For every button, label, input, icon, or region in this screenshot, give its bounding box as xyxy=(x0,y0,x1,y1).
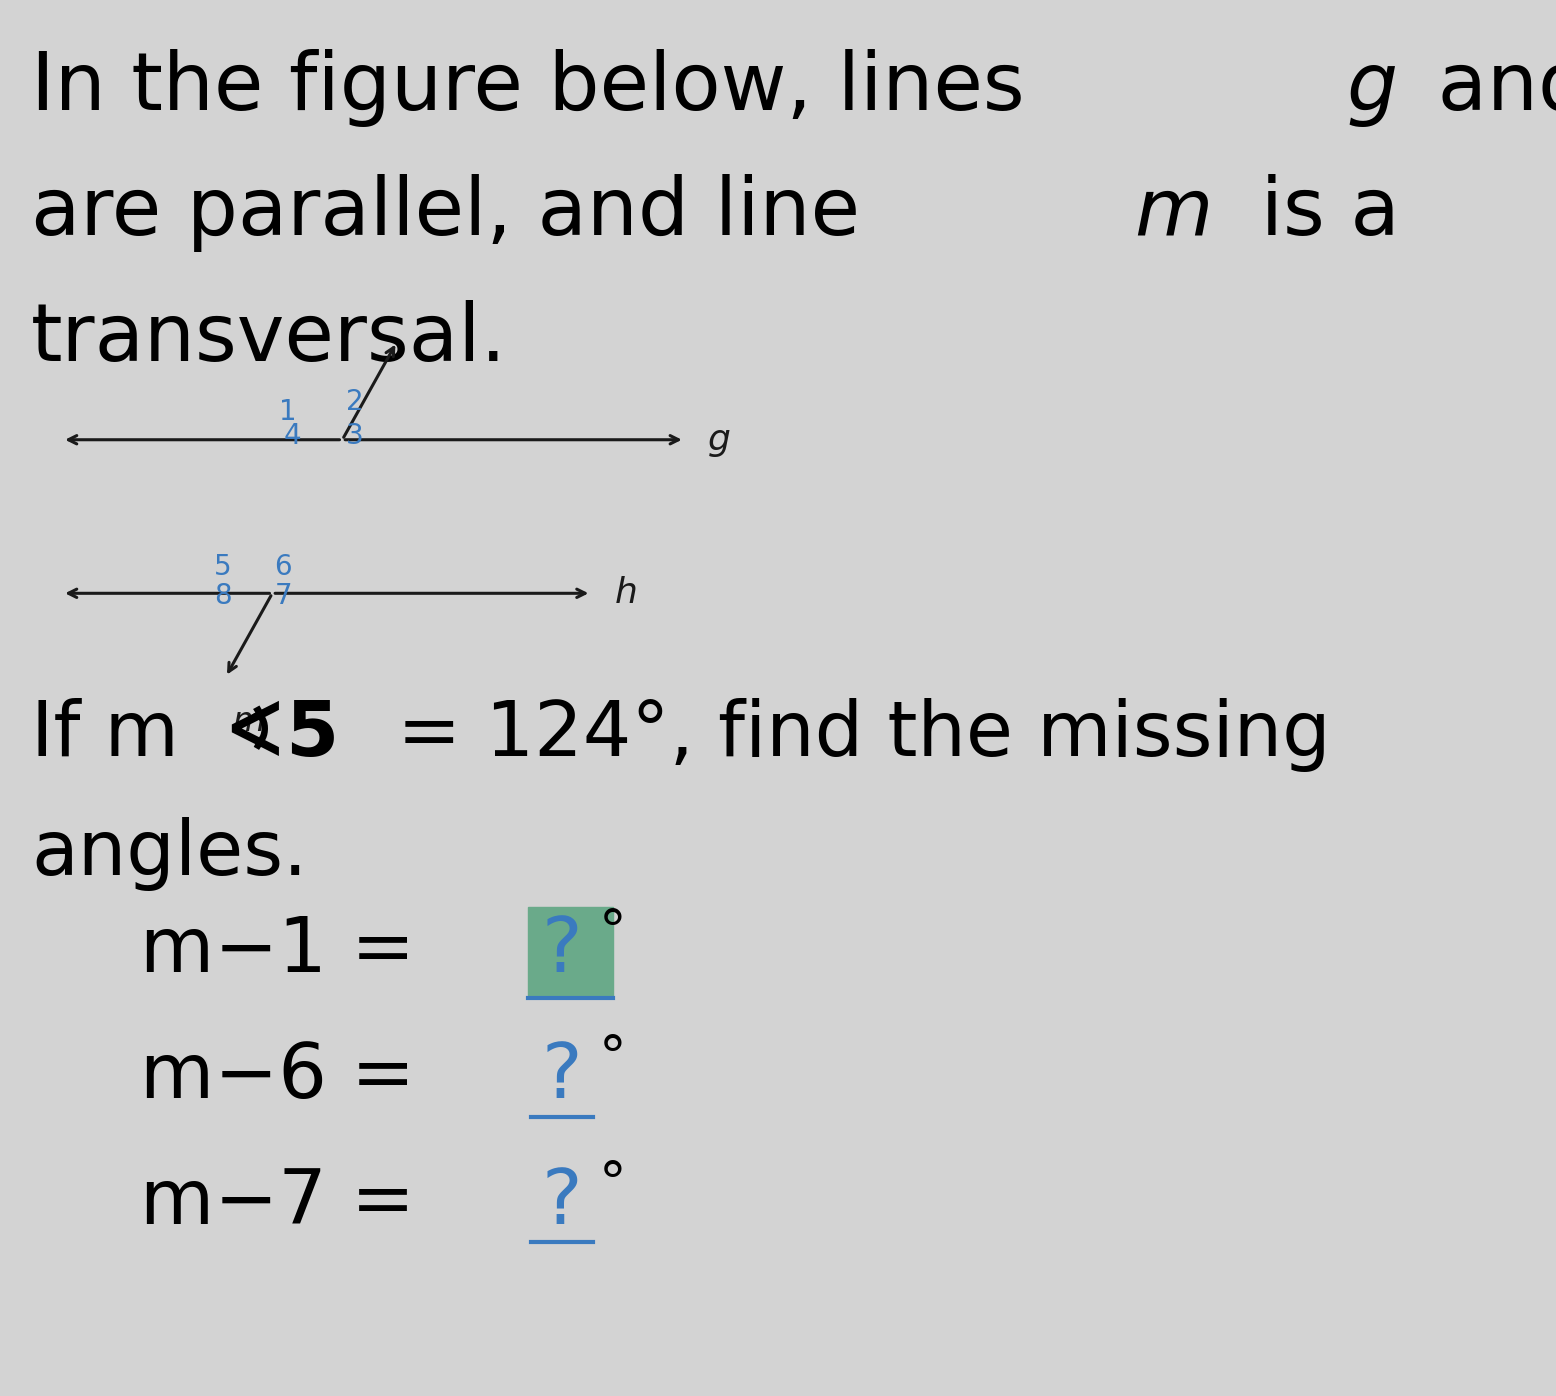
Text: °: ° xyxy=(599,1033,627,1087)
Text: = 124°, find the missing: = 124°, find the missing xyxy=(373,698,1330,772)
Text: is a: is a xyxy=(1235,174,1400,253)
Text: m: m xyxy=(1134,174,1212,253)
Text: 4: 4 xyxy=(283,422,302,450)
Text: 5: 5 xyxy=(213,553,232,581)
Text: ?: ? xyxy=(541,914,582,988)
Text: 3: 3 xyxy=(345,422,364,450)
Text: m: m xyxy=(233,705,265,738)
Text: g: g xyxy=(1346,49,1397,127)
Text: In the figure below, lines: In the figure below, lines xyxy=(31,49,1050,127)
Text: m−6 =: m−6 = xyxy=(140,1040,439,1114)
Text: °: ° xyxy=(599,907,627,962)
Text: °: ° xyxy=(599,1159,627,1213)
Text: are parallel, and line: are parallel, and line xyxy=(31,174,885,253)
Text: 7: 7 xyxy=(274,582,293,610)
Text: ∢5: ∢5 xyxy=(223,698,339,772)
Text: 6: 6 xyxy=(274,553,293,581)
Text: m−7 =: m−7 = xyxy=(140,1166,439,1240)
Text: ?: ? xyxy=(541,1040,582,1114)
Text: h: h xyxy=(615,577,638,610)
Bar xyxy=(527,907,613,998)
Text: angles.: angles. xyxy=(31,817,308,891)
Text: If m: If m xyxy=(31,698,179,772)
Text: ?: ? xyxy=(541,1166,582,1240)
Text: 8: 8 xyxy=(213,582,232,610)
Text: 2: 2 xyxy=(345,388,364,416)
Text: and: and xyxy=(1413,49,1556,127)
Text: transversal.: transversal. xyxy=(31,300,507,378)
Text: m−1 =: m−1 = xyxy=(140,914,439,988)
Text: 1: 1 xyxy=(279,398,297,426)
Text: g: g xyxy=(708,423,731,456)
